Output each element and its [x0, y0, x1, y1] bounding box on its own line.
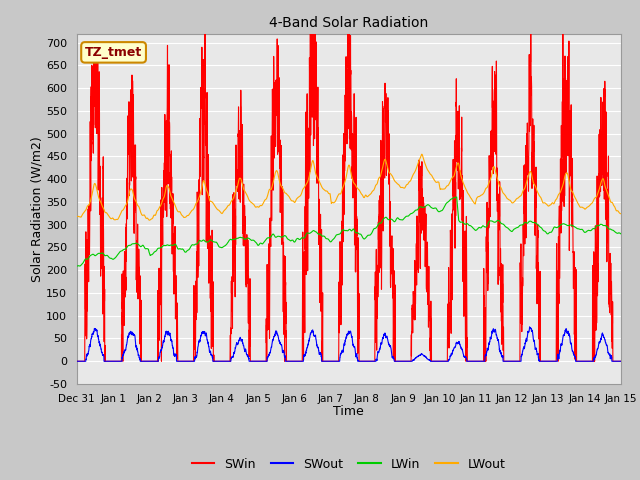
LWout	[329, 199, 337, 205]
Text: TZ_tmet: TZ_tmet	[85, 46, 142, 59]
Y-axis label: Solar Radiation (W/m2): Solar Radiation (W/m2)	[30, 136, 43, 282]
SWout	[471, 359, 479, 364]
SWin	[171, 251, 179, 257]
LWin	[471, 227, 479, 233]
SWout	[526, 324, 534, 330]
SWin	[471, 359, 479, 364]
Line: LWout: LWout	[77, 154, 621, 220]
LWout	[171, 201, 179, 207]
SWin	[73, 359, 81, 364]
SWout	[171, 353, 179, 359]
SWout	[502, 359, 509, 364]
Line: SWin: SWin	[77, 0, 621, 361]
LWin	[617, 231, 625, 237]
LWin	[328, 237, 336, 243]
SWin	[502, 359, 509, 364]
LWout	[73, 214, 81, 220]
SWin	[441, 359, 449, 364]
SWout	[616, 359, 624, 364]
SWin	[617, 359, 625, 364]
SWout	[73, 359, 81, 364]
LWin	[171, 241, 179, 247]
SWin	[329, 359, 337, 364]
LWin	[453, 194, 461, 200]
LWin	[616, 230, 624, 236]
Title: 4-Band Solar Radiation: 4-Band Solar Radiation	[269, 16, 428, 30]
LWout	[471, 201, 479, 207]
LWin	[440, 204, 448, 209]
Line: LWin: LWin	[77, 197, 621, 266]
LWout	[418, 151, 426, 157]
LWout	[441, 186, 449, 192]
LWin	[502, 224, 509, 229]
Line: SWout: SWout	[77, 327, 621, 361]
SWout	[440, 359, 448, 364]
Legend: SWin, SWout, LWin, LWout: SWin, SWout, LWin, LWout	[187, 453, 511, 476]
X-axis label: Time: Time	[333, 405, 364, 418]
SWout	[328, 359, 336, 364]
LWout	[616, 211, 624, 216]
SWout	[617, 359, 625, 364]
LWin	[73, 263, 81, 269]
LWout	[145, 217, 153, 223]
SWin	[616, 359, 624, 364]
LWout	[617, 211, 625, 216]
LWout	[502, 193, 509, 199]
